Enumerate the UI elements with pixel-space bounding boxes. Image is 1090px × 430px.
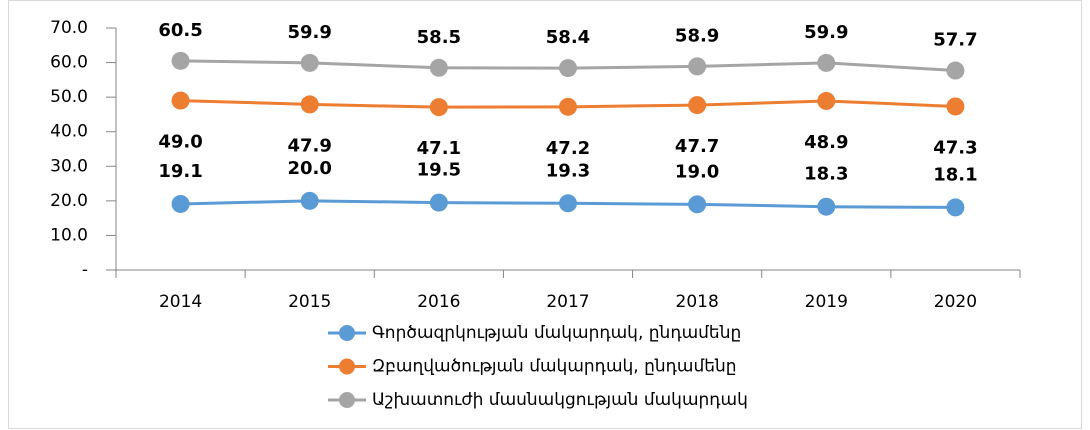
x-tick-label: 2018: [676, 292, 719, 312]
legend-swatch: [339, 325, 355, 341]
marker: [688, 96, 707, 115]
y-tick-label: 60.0: [50, 53, 88, 73]
marker: [817, 197, 836, 216]
marker: [559, 97, 577, 116]
y-tick-label: 30.0: [50, 156, 88, 176]
marker: [946, 198, 965, 217]
data-label: 49.0: [158, 132, 202, 153]
y-tick-label: 10.0: [50, 225, 88, 245]
data-label: 57.7: [933, 30, 977, 51]
marker: [171, 194, 190, 213]
x-tick-label: 2015: [288, 292, 331, 312]
legend-label: Զբաղվածության մակարդակ, ընդամենը: [372, 357, 737, 377]
x-tick-label: 2014: [159, 292, 202, 312]
y-tick-label: 20.0: [50, 191, 88, 211]
marker: [946, 61, 965, 80]
data-label: 60.5: [158, 20, 202, 41]
data-label: 47.2: [546, 138, 590, 159]
marker: [300, 191, 319, 210]
data-label: 58.4: [546, 27, 590, 48]
data-label: 48.9: [804, 132, 848, 153]
marker: [300, 53, 319, 72]
data-label: 19.5: [417, 160, 461, 181]
data-label: 18.3: [804, 164, 848, 185]
y-tick-label: 50.0: [50, 87, 88, 107]
data-label: 58.9: [675, 25, 719, 46]
marker: [429, 193, 448, 212]
data-label: 20.0: [288, 158, 332, 179]
marker: [559, 59, 577, 78]
marker: [429, 58, 448, 77]
chart-border: [8, 0, 1082, 429]
marker: [171, 91, 190, 110]
data-label: 47.9: [288, 135, 332, 156]
marker: [946, 97, 965, 116]
data-label: 47.3: [933, 137, 977, 158]
legend-swatch: [339, 392, 355, 408]
marker: [817, 53, 836, 72]
marker: [688, 195, 707, 214]
x-tick-label: 2016: [417, 292, 460, 312]
data-label: 18.1: [933, 164, 977, 185]
data-label: 47.7: [675, 136, 719, 157]
data-label: 19.1: [158, 161, 202, 182]
marker: [559, 194, 577, 213]
marker: [300, 95, 319, 114]
marker: [817, 91, 836, 110]
data-label: 47.1: [417, 138, 461, 159]
marker: [171, 51, 190, 70]
legend-label: Աշխատուժի մասնակցության մակարդակ: [372, 390, 748, 410]
data-label: 59.9: [288, 22, 332, 43]
x-tick-label: 2020: [934, 292, 977, 312]
y-tick-label: -: [82, 260, 88, 280]
x-tick-label: 2019: [805, 292, 848, 312]
data-label: 59.9: [804, 22, 848, 43]
marker: [429, 98, 448, 117]
legend-swatch: [339, 358, 355, 375]
data-label: 19.3: [546, 160, 590, 181]
marker: [688, 57, 707, 76]
y-tick-label: 70.0: [50, 18, 88, 38]
data-label: 58.5: [417, 27, 461, 48]
legend-label: Գործազրկության մակարդակ, ընդամենը: [372, 323, 741, 343]
data-label: 19.0: [675, 161, 719, 182]
y-tick-label: 40.0: [50, 122, 88, 142]
x-tick-label: 2017: [546, 292, 589, 312]
